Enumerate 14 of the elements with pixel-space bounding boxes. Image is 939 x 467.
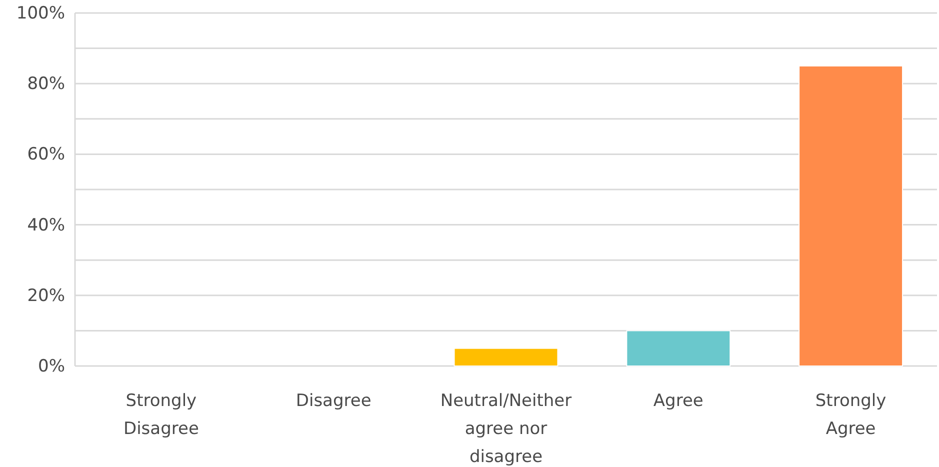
x-tick-label: Neutral/Neither agree nor disagree: [440, 391, 572, 467]
y-tick-label: 0%: [38, 356, 65, 376]
y-tick-label: 100%: [16, 3, 65, 24]
y-tick-label: 80%: [27, 74, 65, 94]
bar: [798, 65, 904, 366]
x-tick-label: Strongly Agree: [815, 391, 886, 439]
x-tick-label: Disagree: [296, 391, 372, 411]
x-tick-label: Strongly Disagree: [123, 391, 199, 439]
bar: [454, 348, 558, 366]
y-tick-label: 60%: [27, 144, 65, 165]
y-tick-label: 20%: [27, 286, 65, 306]
bar: [626, 330, 731, 366]
y-tick-label: 40%: [27, 215, 65, 236]
x-tick-label: Agree: [653, 391, 704, 411]
